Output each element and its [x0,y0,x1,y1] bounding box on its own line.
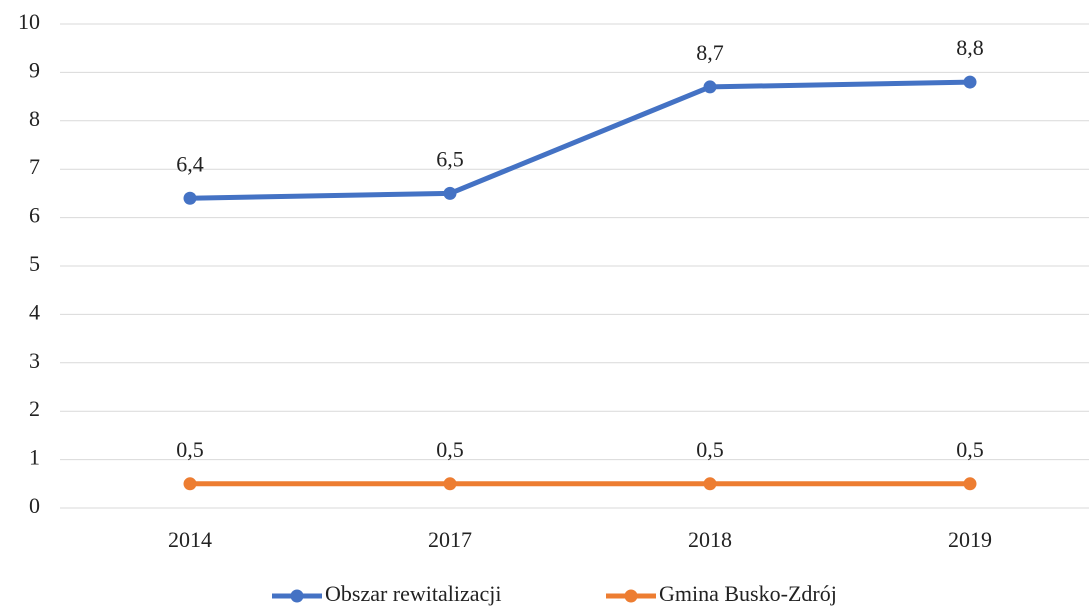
x-tick-label: 2014 [168,527,212,552]
legend-marker [624,589,638,603]
data-point [183,191,197,205]
y-tick-label: 8 [29,106,40,131]
legend-label: Gmina Busko-Zdrój [659,581,837,606]
y-tick-label: 10 [18,9,40,34]
data-label: 6,5 [436,146,464,171]
x-tick-label: 2018 [688,527,732,552]
x-tick-label: 2019 [948,527,992,552]
series-line [189,79,971,201]
data-point [183,477,197,491]
y-tick-label: 2 [29,396,40,421]
y-tick-label: 6 [29,203,40,228]
data-point [963,477,977,491]
data-label: 6,4 [176,151,204,176]
y-tick-label: 0 [29,493,40,518]
data-point [443,186,457,200]
data-point [443,477,457,491]
y-tick-label: 9 [29,57,40,82]
y-tick-label: 3 [29,348,40,373]
data-label: 0,5 [176,437,204,462]
data-label: 0,5 [436,437,464,462]
data-label: 8,7 [696,40,724,65]
data-label: 8,8 [956,35,984,60]
data-label: 0,5 [956,437,984,462]
y-tick-label: 7 [29,154,40,179]
y-tick-label: 4 [29,299,40,324]
data-point [703,477,717,491]
x-tick-label: 2017 [428,527,472,552]
data-point [963,75,977,89]
y-tick-label: 1 [29,445,40,470]
y-tick-label: 5 [29,251,40,276]
legend-marker [290,589,304,603]
data-point [703,80,717,94]
data-label: 0,5 [696,437,724,462]
legend-label: Obszar rewitalizacji [325,581,502,606]
